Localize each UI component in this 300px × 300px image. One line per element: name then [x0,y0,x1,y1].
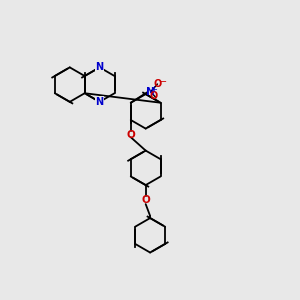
Text: N: N [95,62,104,72]
Text: N: N [146,87,155,97]
Text: O: O [141,195,150,205]
Text: O: O [153,79,162,89]
Text: −: − [159,76,167,87]
Text: N: N [95,97,104,107]
Text: +: + [150,85,157,94]
Text: O: O [149,91,158,101]
Text: O: O [126,130,135,140]
